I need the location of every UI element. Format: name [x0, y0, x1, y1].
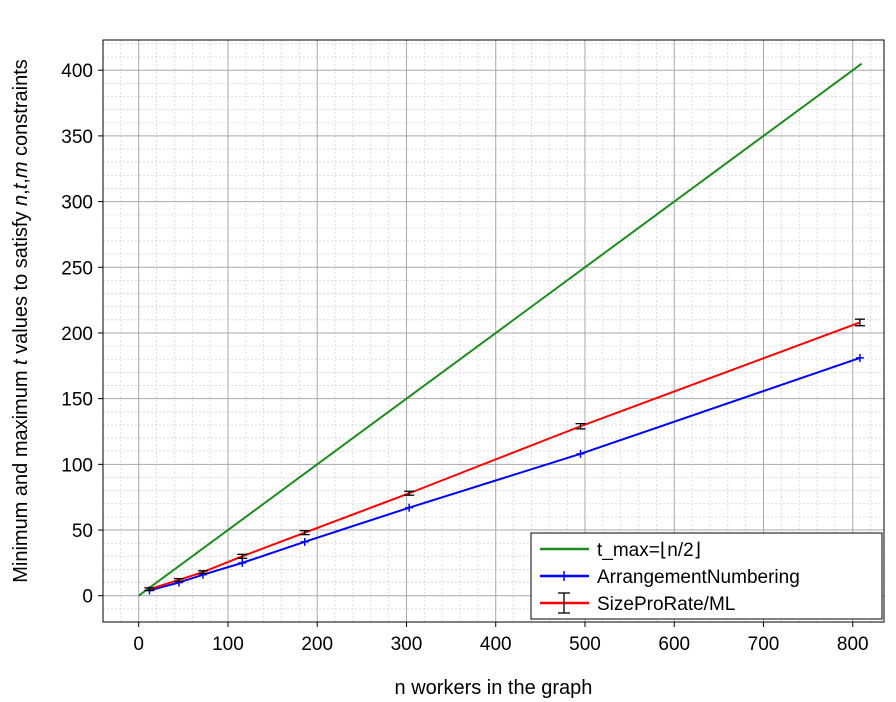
- series-line: [138, 62, 863, 597]
- x-tick-label: 0: [133, 634, 144, 655]
- legend: t_max=⌊n/2⌋ ArrangementNumbering SizeProRa…: [530, 532, 883, 620]
- x-tick-label: 800: [837, 634, 869, 655]
- y-tick-label: 200: [61, 324, 93, 345]
- error-bar: [237, 553, 248, 559]
- plot-frame: [102, 39, 885, 623]
- x-axis-title: n workers in the graph: [395, 677, 593, 699]
- error-bar: [197, 570, 208, 575]
- data-point: [238, 558, 247, 567]
- series-layer: [138, 62, 865, 597]
- legend-item: t_max=⌊n/2⌋: [540, 540, 701, 561]
- data-point: [576, 449, 585, 458]
- data-point: [405, 503, 414, 512]
- legend-label: SizeProRate/ML: [597, 594, 735, 615]
- y-tick-label: 250: [61, 258, 93, 279]
- y-tick-label: 150: [61, 390, 93, 411]
- y-axis-title: Minimum and maximum t values to satisfy …: [10, 59, 32, 583]
- legend-item: SizeProRate/ML: [540, 592, 735, 615]
- y-axis-ticks: 0 50 100 150 200 250 300 350 400: [61, 61, 103, 608]
- x-tick-label: 600: [658, 634, 690, 655]
- error-bar: [404, 490, 415, 496]
- x-tick-label: 500: [569, 634, 601, 655]
- y-tick-label: 300: [61, 193, 93, 214]
- x-tick-label: 700: [748, 634, 780, 655]
- x-tick-label: 100: [212, 634, 244, 655]
- y-tick-label: 50: [72, 521, 93, 542]
- legend-box: [530, 532, 883, 620]
- error-bar: [173, 577, 184, 582]
- legend-item: ArrangementNumbering: [540, 567, 800, 588]
- series-2: [144, 318, 865, 592]
- x-tick-label: 200: [301, 634, 333, 655]
- y-tick-label: 350: [61, 127, 93, 148]
- x-tick-label: 400: [480, 634, 512, 655]
- error-bar: [854, 318, 865, 327]
- x-tick-label: 300: [391, 634, 423, 655]
- legend-label: ArrangementNumbering: [597, 567, 800, 588]
- minor-grid: [102, 40, 884, 623]
- error-bar: [299, 530, 310, 536]
- y-tick-label: 0: [82, 587, 93, 608]
- data-point: [300, 537, 309, 546]
- data-point: [855, 353, 864, 362]
- series-0: [138, 62, 863, 597]
- y-tick-label: 100: [61, 455, 93, 476]
- y-tick-label: 400: [61, 61, 93, 82]
- x-axis-ticks: 0 100 200 300 400 500 600 700 800: [133, 622, 869, 655]
- error-bar: [144, 587, 155, 592]
- error-bar: [575, 422, 586, 430]
- legend-label: t_max=⌊n/2⌋: [597, 540, 701, 561]
